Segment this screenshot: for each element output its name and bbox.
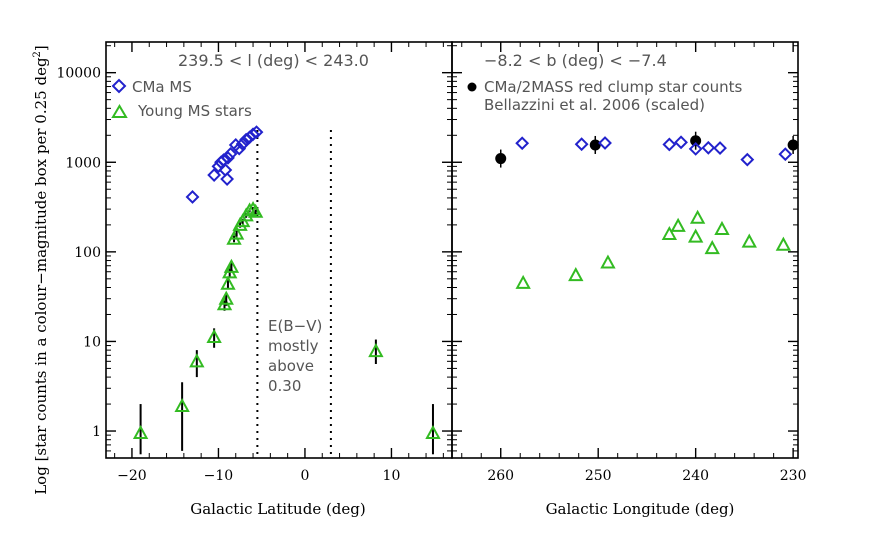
- legend-label-bellazzini: Bellazzini et al. 2006 (scaled): [484, 96, 705, 114]
- legend-triangle-marker: [111, 104, 128, 118]
- triangle-point: [661, 225, 678, 241]
- legend-cma-ms: CMa MS: [111, 78, 192, 96]
- x-tick-label: 10: [383, 468, 401, 484]
- right-x-ticks: 260 250 240 230: [461, 42, 807, 484]
- diamond-point: [207, 168, 222, 182]
- left-data-marks: [132, 125, 441, 455]
- x-tick-label: 0: [300, 468, 309, 484]
- circle-point: [787, 139, 799, 151]
- circle-point: [690, 135, 702, 147]
- triangle-point: [132, 424, 149, 440]
- triangle-point: [689, 209, 706, 224]
- triangle-point: [368, 343, 384, 358]
- y-tick-label: 1000: [65, 155, 101, 171]
- x-tick-label: −20: [117, 468, 147, 484]
- extinction-annotation: E(B−V) mostly above 0.30: [268, 317, 322, 395]
- diamond-point: [598, 136, 612, 150]
- diamond-point: [218, 163, 233, 177]
- right-y-ticks: [452, 45, 798, 452]
- annotation-line-2: mostly: [268, 337, 319, 355]
- left-panel: 1 10 100 1000 10000 −20 −10 0 10 239.5 < l (deg…: [56, 41, 453, 518]
- diamond-point: [515, 136, 530, 151]
- y-tick-label: 100: [74, 245, 101, 261]
- diamond-point: [688, 141, 703, 156]
- diamond-point: [674, 135, 688, 150]
- diamond-point: [220, 172, 235, 186]
- triangle-point: [741, 233, 757, 248]
- legend-red-clump: CMa/2MASS red clump star counts: [467, 78, 743, 96]
- triangle-point: [687, 228, 704, 243]
- diamond-point: [701, 140, 716, 155]
- right-data-marks: [495, 131, 799, 289]
- triangle-point: [174, 397, 190, 413]
- x-tick-label: 260: [487, 468, 514, 484]
- annotation-line-4: 0.30: [268, 377, 301, 395]
- annotation-line-1: E(B−V): [268, 317, 322, 335]
- circle-point: [589, 139, 601, 151]
- triangle-point: [425, 424, 441, 440]
- triangle-point: [220, 275, 236, 290]
- legend-young-ms: Young MS stars: [111, 102, 252, 120]
- legend-diamond-marker: [111, 78, 127, 94]
- left-x-ticks: −20 −10 0 10: [114, 42, 444, 484]
- x-tick-label: 240: [682, 468, 709, 484]
- triangle-point: [218, 290, 234, 305]
- legend-label-cma-ms: CMa MS: [132, 78, 192, 96]
- triangle-point: [568, 267, 584, 282]
- legend-circle-marker: [467, 82, 477, 92]
- x-tick-label: 230: [780, 468, 807, 484]
- left-panel-title: 239.5 < l (deg) < 243.0: [178, 51, 369, 70]
- legend-label-red-clump: CMa/2MASS red clump star counts: [484, 78, 743, 96]
- triangle-point: [223, 258, 240, 273]
- diamond-point: [574, 137, 589, 152]
- triangle-point: [775, 236, 792, 251]
- triangle-point: [206, 328, 222, 344]
- legend-label-young-ms: Young MS stars: [137, 102, 252, 120]
- triangle-point: [600, 254, 616, 269]
- circle-point: [495, 153, 507, 165]
- left-dotted-lines: [256, 130, 332, 458]
- triangle-point: [704, 240, 720, 255]
- right-panel: 260 250 240 230 −8.2 < b (deg) < −7.4 CMa/2…: [451, 41, 807, 518]
- diamond-point: [223, 146, 238, 161]
- left-y-ticks: 1 10 100 1000 10000: [56, 45, 452, 452]
- diamond-point: [185, 190, 200, 204]
- right-plot-frame: [451, 41, 799, 459]
- diamond-point: [740, 152, 755, 167]
- right-x-axis-label: Galactic Longitude (deg): [546, 500, 735, 518]
- y-tick-label: 1: [92, 424, 101, 440]
- y-tick-label: 10: [83, 334, 101, 350]
- triangle-point: [515, 274, 531, 289]
- x-tick-label: 250: [585, 468, 612, 484]
- triangle-point: [189, 353, 205, 368]
- triangle-point: [228, 225, 245, 240]
- diamond-point: [778, 147, 793, 162]
- annotation-line-3: above: [268, 357, 314, 375]
- diamond-point: [713, 141, 727, 155]
- triangle-point: [670, 217, 686, 232]
- left-x-axis-label: Galactic Latitude (deg): [190, 500, 366, 518]
- diamond-point: [249, 125, 264, 140]
- y-tick-label: 10000: [56, 66, 101, 82]
- right-panel-title: −8.2 < b (deg) < −7.4: [484, 51, 667, 70]
- triangle-point: [714, 220, 730, 235]
- triangle-point: [247, 203, 264, 218]
- diamond-point: [216, 153, 231, 167]
- diamond-point: [662, 137, 677, 152]
- y-axis-label: Log [star counts in a colour−magnitude b…: [32, 45, 50, 495]
- x-tick-label: −10: [204, 468, 234, 484]
